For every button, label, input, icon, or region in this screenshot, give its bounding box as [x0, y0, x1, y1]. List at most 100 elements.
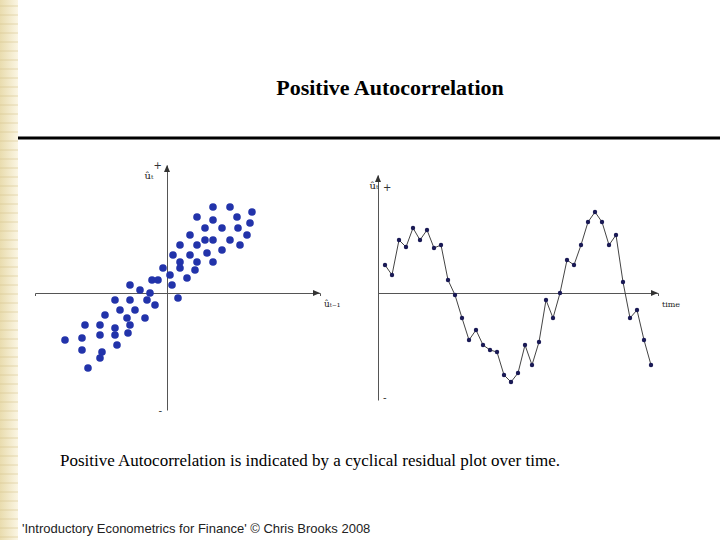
stripe-line — [0, 105, 18, 106]
stripe-line — [0, 366, 18, 367]
stripe-line — [0, 6, 18, 7]
stripe-line — [0, 231, 18, 232]
data-point — [502, 373, 506, 377]
data-point — [593, 210, 597, 214]
data-point — [113, 341, 121, 349]
stripe-line — [0, 528, 18, 529]
data-point — [481, 343, 485, 347]
stripe-line — [0, 357, 18, 358]
slide: Positive AutocorrelationPositive Autocor… — [0, 0, 720, 540]
stripe-line — [0, 195, 18, 196]
data-point — [174, 294, 182, 302]
stripe-line — [0, 321, 18, 322]
data-point — [154, 276, 162, 284]
data-point — [166, 271, 174, 279]
x-axis — [379, 294, 659, 297]
stripe-line — [0, 330, 18, 331]
scatter-chart: -+ûₜûₜ₋₁ — [36, 160, 341, 416]
stripe-line — [0, 51, 18, 52]
stripe-line — [0, 186, 18, 187]
data-point — [233, 213, 241, 221]
data-point — [193, 241, 201, 249]
stripe-line — [0, 159, 18, 160]
stripe-line — [0, 204, 18, 205]
x-axis-title: time — [662, 300, 680, 309]
stripe-line — [0, 240, 18, 241]
y-tick-label: - — [158, 405, 162, 416]
stripe-line — [0, 510, 18, 511]
y-tick: - — [158, 405, 167, 416]
data-point — [209, 203, 217, 211]
stripe-line — [0, 69, 18, 70]
data-point — [183, 274, 191, 282]
data-point — [446, 278, 450, 282]
stripe-line — [0, 465, 18, 466]
stripe-line — [0, 42, 18, 43]
data-point — [226, 203, 234, 211]
data-point — [495, 350, 499, 354]
data-point — [586, 220, 590, 224]
data-point — [131, 306, 139, 314]
stripe-line — [0, 177, 18, 178]
y-tick-label: - — [383, 392, 387, 403]
stripe-line — [0, 249, 18, 250]
stripe-line — [0, 456, 18, 457]
data-point — [116, 306, 124, 314]
y-axis-title: ûₜ — [370, 180, 379, 191]
data-point — [390, 273, 394, 277]
data-point — [126, 281, 134, 289]
data-point — [383, 263, 387, 267]
stripe-line — [0, 447, 18, 448]
data-point — [474, 328, 478, 332]
data-point — [111, 331, 119, 339]
stripe-line — [0, 483, 18, 484]
stripe-line — [0, 402, 18, 403]
data-point — [621, 280, 625, 284]
stripe-line — [0, 258, 18, 259]
stripe-line — [0, 87, 18, 88]
data-point — [176, 264, 184, 272]
data-point — [453, 293, 457, 297]
data-point — [649, 363, 653, 367]
stripe-line — [0, 33, 18, 34]
data-point — [530, 363, 534, 367]
stripe-line — [0, 222, 18, 223]
data-point — [176, 241, 184, 249]
data-point — [186, 251, 194, 259]
y-axis: -+ — [154, 160, 168, 416]
data-point — [141, 314, 149, 322]
data-point — [96, 321, 104, 329]
x-arrow — [313, 290, 320, 296]
data-point — [191, 266, 199, 274]
stripe-line — [0, 168, 18, 169]
data-point — [246, 219, 254, 227]
y-tick-label: + — [383, 182, 391, 193]
y-tick: + — [154, 160, 167, 171]
data-point — [523, 343, 527, 347]
data-point — [203, 249, 211, 257]
data-point — [614, 233, 618, 237]
stripe-line — [0, 60, 18, 61]
side-stripe — [0, 0, 18, 540]
y-tick: + — [378, 182, 391, 193]
data-point — [123, 314, 131, 322]
stripe-line — [0, 420, 18, 421]
stripe-line — [0, 78, 18, 79]
stripe-line — [0, 411, 18, 412]
y-tick-label: + — [154, 160, 162, 171]
data-point — [126, 296, 134, 304]
data-point — [193, 258, 201, 266]
stripe-line — [0, 429, 18, 430]
data-point — [635, 308, 639, 312]
data-point — [159, 264, 167, 272]
stripe-line — [0, 312, 18, 313]
stripe-line — [0, 132, 18, 133]
data-point — [193, 213, 201, 221]
data-point — [126, 321, 134, 329]
y-axis-title: ûₜ — [145, 170, 154, 181]
data-point — [143, 296, 151, 304]
data-point — [209, 258, 217, 266]
stripe-line — [0, 348, 18, 349]
data-point — [218, 246, 226, 254]
stripe-line — [0, 96, 18, 97]
